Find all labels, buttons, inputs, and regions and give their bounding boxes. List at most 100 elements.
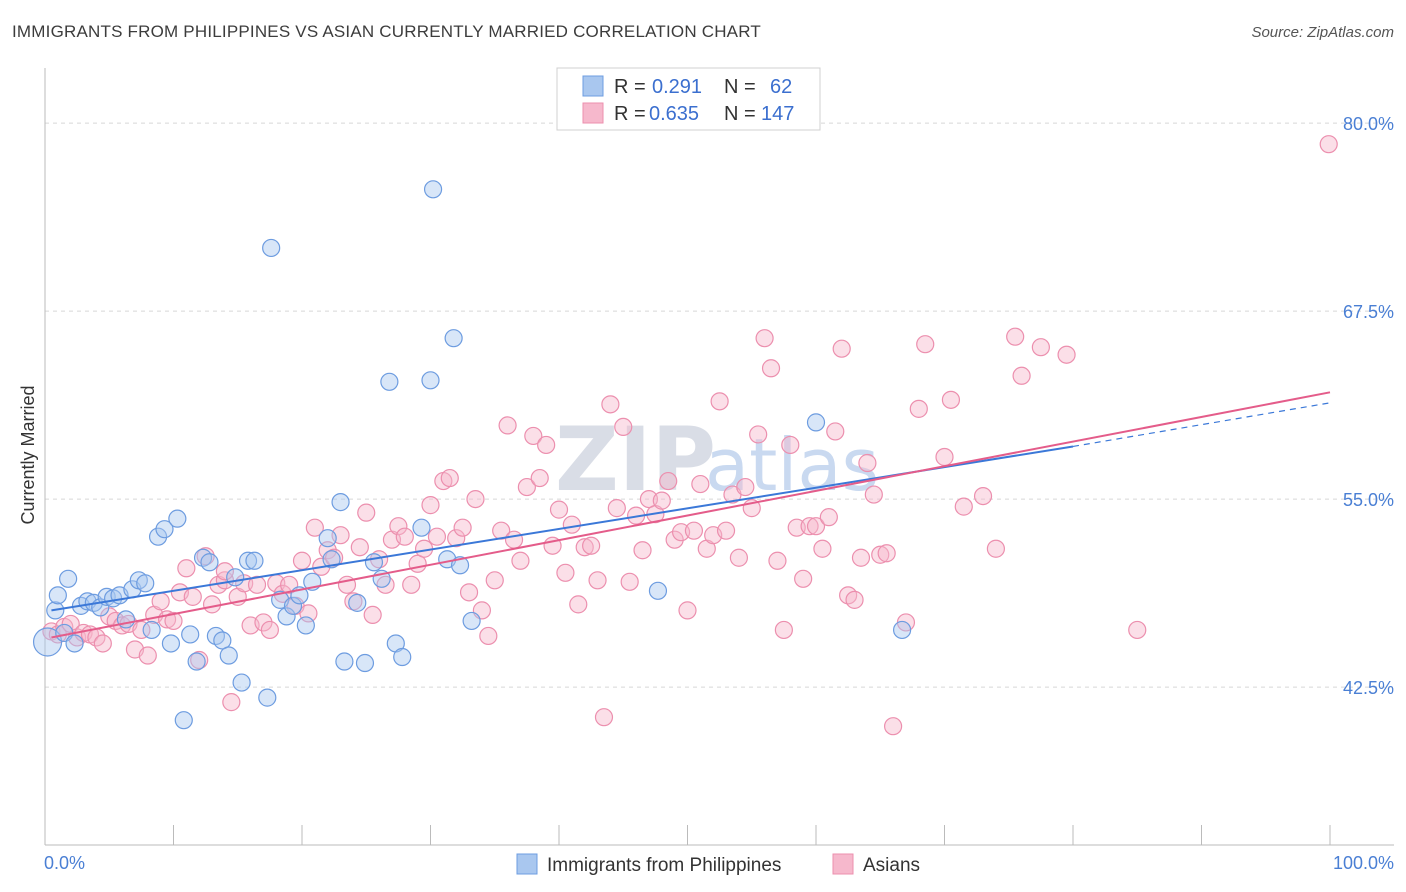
asians-point-137 [954, 497, 973, 516]
legend-r-label-1: R = [614, 76, 646, 98]
asians-point-92 [633, 541, 652, 560]
asians-point-81 [562, 515, 581, 534]
philippines-point-32 [238, 551, 258, 570]
asians-point-128 [864, 485, 883, 504]
asians-point-33 [254, 613, 273, 632]
legend-r-value-1: 0.291 [652, 76, 702, 98]
asians-point-113 [768, 551, 787, 570]
asians-point-14 [132, 620, 151, 640]
asians-point-85 [588, 571, 607, 590]
y-axis-title: Currently Married [18, 385, 38, 524]
asians-point-54 [389, 517, 408, 536]
asians-point-115 [781, 435, 800, 455]
series-asians-points [42, 135, 1338, 736]
asians-point-69 [485, 571, 504, 590]
asians-point-97 [665, 530, 684, 549]
philippines-point-26 [200, 553, 219, 572]
asians-point-135 [935, 447, 954, 467]
y-tick-label-2: 67.5% [1343, 302, 1394, 322]
asians-point-90 [620, 572, 639, 591]
philippines-point-55 [423, 180, 443, 199]
asians-point-74 [517, 477, 536, 497]
x-tick-label-max: 100.0% [1333, 853, 1394, 873]
asians-point-83 [575, 538, 594, 557]
asians-point-60 [427, 527, 447, 546]
philippines-trend-extension [1072, 402, 1331, 448]
asians-point-100 [684, 521, 704, 540]
philippines-point-5 [65, 634, 84, 653]
asians-point-118 [800, 517, 819, 536]
asians-point-104 [710, 392, 729, 411]
asians-point-107 [729, 548, 749, 567]
philippines-point-45 [335, 652, 354, 671]
asians-point-32 [247, 575, 267, 594]
philippines-point-48 [364, 553, 384, 572]
asians-point-101 [691, 474, 710, 494]
asians-point-145 [1319, 135, 1338, 154]
bottom-legend-label-philippines: Immigrants from Philippines [547, 855, 781, 876]
y-tick-label-3: 80.0% [1343, 114, 1394, 134]
philippines-point-50 [380, 372, 399, 391]
philippines-point-31 [232, 673, 251, 692]
trend-lines [51, 391, 1331, 639]
philippines-point-0 [32, 627, 63, 657]
asians-point-114 [774, 620, 793, 640]
legend-swatch-blue [582, 75, 604, 97]
philippines-point-40 [296, 616, 315, 635]
asians-point-139 [986, 539, 1006, 558]
asians-point-125 [845, 590, 864, 609]
asians-point-65 [459, 583, 479, 602]
bottom-legend-label-asians: Asians [863, 855, 920, 876]
asians-point-136 [941, 390, 961, 409]
asians-point-141 [1012, 366, 1031, 385]
asians-trend-line [51, 391, 1331, 639]
philippines-point-22 [174, 711, 193, 730]
asians-point-21 [177, 559, 196, 578]
asians-point-146 [215, 562, 234, 581]
philippines-point-24 [187, 652, 206, 671]
asians-point-95 [652, 491, 671, 510]
asians-point-22 [183, 587, 202, 606]
asians-point-79 [549, 500, 569, 519]
asians-point-76 [530, 468, 549, 488]
asians-point-17 [151, 592, 170, 611]
asians-point-66 [466, 489, 485, 509]
asians-point-39 [292, 551, 312, 570]
philippines-point-60 [648, 581, 668, 600]
philippines-point-30 [226, 568, 245, 587]
asians-point-144 [1128, 620, 1147, 640]
philippines-point-20 [161, 634, 181, 653]
asians-point-49 [357, 503, 376, 522]
asians-point-120 [813, 539, 832, 558]
asians-point-87 [601, 395, 620, 414]
philippines-point-28 [213, 631, 232, 650]
asians-point-48 [350, 538, 369, 557]
asians-point-77 [537, 435, 556, 455]
asians-point-80 [556, 563, 575, 582]
bottom-legend-swatch-pink [832, 853, 854, 875]
asians-point-86 [594, 708, 614, 727]
legend-box: R = 0.291 N = 62 R = 0.635 N = 147 [556, 67, 821, 131]
asians-point-131 [883, 717, 903, 736]
bottom-legend: Immigrants from Philippines Asians [516, 853, 920, 876]
asians-point-56 [402, 575, 421, 594]
y-tick-label-0: 42.5% [1343, 678, 1394, 698]
legend-swatch-pink [582, 102, 604, 124]
asians-point-88 [607, 499, 626, 518]
asians-point-34 [260, 620, 279, 640]
philippines-point-35 [262, 238, 281, 258]
watermark-zip: ZIP [555, 408, 716, 511]
philippines-point-43 [322, 550, 341, 569]
asians-point-140 [1006, 327, 1025, 346]
legend-n-label-2: N = [724, 103, 756, 125]
philippines-point-19 [155, 520, 174, 539]
asians-point-143 [1057, 345, 1076, 364]
asians-point-28 [222, 693, 241, 712]
asians-point-8 [93, 634, 112, 653]
y-tick-label-1: 55.0% [1343, 490, 1394, 510]
philippines-point-57 [444, 329, 463, 348]
asians-point-55 [395, 527, 414, 546]
asians-point-111 [755, 329, 774, 348]
philippines-point-52 [393, 647, 412, 667]
